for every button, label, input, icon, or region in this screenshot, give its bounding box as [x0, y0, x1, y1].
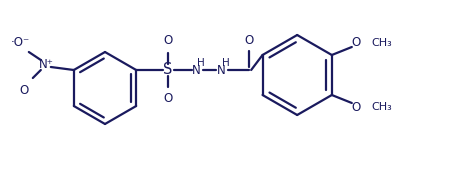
Text: N: N [217, 63, 226, 77]
Text: O: O [163, 93, 173, 105]
Text: CH₃: CH₃ [372, 102, 392, 112]
Text: O: O [245, 35, 254, 48]
Text: S: S [163, 63, 173, 78]
Text: H: H [197, 58, 205, 68]
Text: H: H [222, 58, 230, 68]
Text: O: O [163, 35, 173, 48]
Text: N⁺: N⁺ [38, 59, 53, 71]
Text: O: O [351, 101, 361, 113]
Text: CH₃: CH₃ [372, 38, 392, 48]
Text: ·O⁻: ·O⁻ [11, 36, 30, 48]
Text: O: O [351, 36, 361, 50]
Text: O: O [19, 83, 28, 97]
Text: N: N [192, 63, 200, 77]
